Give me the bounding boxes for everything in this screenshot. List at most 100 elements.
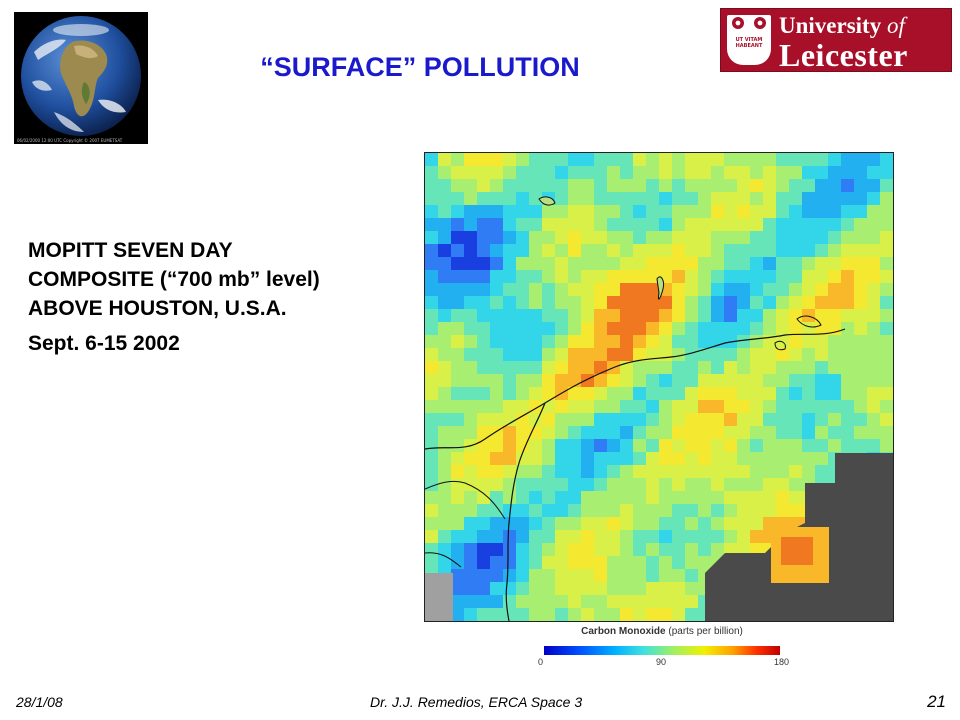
map-pixel [724, 244, 738, 258]
map-pixel [594, 517, 608, 531]
map-pixel [581, 439, 595, 453]
map-pixel [815, 426, 829, 440]
map-pixel [815, 413, 829, 427]
map-pixel [685, 478, 699, 492]
map-pixel [464, 530, 478, 544]
map-pixel [568, 413, 582, 427]
map-pixel [711, 452, 725, 466]
map-pixel [620, 452, 634, 466]
map-pixel [451, 218, 465, 232]
map-pixel [503, 569, 517, 583]
map-pixel [542, 361, 556, 375]
lake-outline [656, 276, 664, 300]
map-pixel [490, 296, 504, 310]
map-pixel [581, 192, 595, 206]
map-pixel [750, 283, 764, 297]
map-pixel [724, 374, 738, 388]
map-pixel [776, 309, 790, 323]
map-pixel [659, 218, 673, 232]
map-pixel [451, 582, 465, 596]
map-pixel [763, 374, 777, 388]
map-pixel [490, 504, 504, 518]
map-pixel [659, 413, 673, 427]
map-pixel [659, 556, 673, 570]
map-pixel [724, 309, 738, 323]
map-pixel [516, 504, 530, 518]
map-pixel [854, 348, 868, 362]
map-pixel [646, 465, 660, 479]
map-pixel [711, 296, 725, 310]
map-pixel [451, 465, 465, 479]
map-pixel [724, 166, 738, 180]
map-pixel [568, 452, 582, 466]
map-pixel [529, 192, 543, 206]
map-pixel [490, 387, 504, 401]
map-pixel [568, 426, 582, 440]
map-pixel [815, 387, 829, 401]
map-pixel [490, 192, 504, 206]
map-pixel [438, 465, 452, 479]
map-pixel [763, 413, 777, 427]
map-pixel [568, 595, 582, 609]
map-pixel [477, 322, 491, 336]
map-pixel [568, 231, 582, 245]
map-pixel [659, 608, 673, 621]
map-pixel [633, 491, 647, 505]
map-pixel [555, 153, 569, 167]
map-pixel [503, 400, 517, 414]
map-pixel [711, 283, 725, 297]
map-pixel [581, 491, 595, 505]
map-pixel [646, 452, 660, 466]
map-pixel [477, 374, 491, 388]
map-pixel [789, 439, 803, 453]
map-pixel [633, 309, 647, 323]
map-pixel [620, 504, 634, 518]
map-pixel [542, 270, 556, 284]
map-pixel [477, 569, 491, 583]
map-pixel [451, 517, 465, 531]
map-pixel [737, 231, 751, 245]
map-pixel [789, 413, 803, 427]
map-pixel [646, 153, 660, 167]
map-pixel [581, 179, 595, 193]
map-pixel [542, 309, 556, 323]
map-pixel [698, 478, 712, 492]
map-pixel [594, 478, 608, 492]
map-pixel [776, 387, 790, 401]
map-pixel [490, 608, 504, 621]
legend-unit: (parts per billion) [668, 626, 743, 637]
map-pixel [802, 322, 816, 336]
map-pixel [867, 335, 881, 349]
earth-globe-icon [21, 16, 141, 136]
map-pixel [776, 257, 790, 271]
map-pixel [685, 322, 699, 336]
map-pixel [711, 309, 725, 323]
map-pixel [711, 231, 725, 245]
map-pixel [425, 283, 439, 297]
map-pixel [438, 361, 452, 375]
map-pixel [477, 491, 491, 505]
map-pixel [490, 595, 504, 609]
map-pixel [867, 309, 881, 323]
map-pixel [425, 361, 439, 375]
map-pixel [724, 153, 738, 167]
map-pixel [464, 517, 478, 531]
map-pixel [438, 231, 452, 245]
map-pixel [620, 543, 634, 557]
map-pixel [685, 595, 699, 609]
map-pixel [750, 270, 764, 284]
map-pixel [503, 205, 517, 219]
map-pixel [750, 465, 764, 479]
map-pixel [698, 335, 712, 349]
map-pixel [763, 452, 777, 466]
map-pixel [854, 309, 868, 323]
map-pixel [633, 335, 647, 349]
map-pixel [646, 491, 660, 505]
map-pixel [607, 218, 621, 232]
map-pixel [516, 413, 530, 427]
map-pixel [711, 465, 725, 479]
map-pixel [425, 543, 439, 557]
map-pixel [750, 374, 764, 388]
map-pixel [841, 257, 855, 271]
map-pixel [438, 244, 452, 258]
